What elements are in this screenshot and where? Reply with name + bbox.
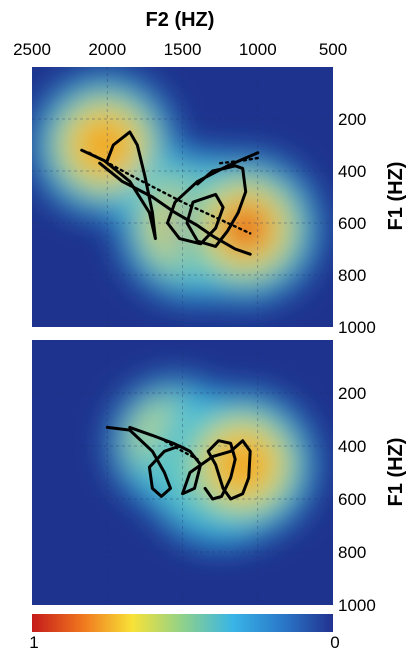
y-tick-label: 600 [338,490,366,509]
y-tick-label: 200 [338,384,366,403]
x-tick-label: 2500 [13,40,51,59]
dotted-trajectory [218,156,259,165]
bottom-heatmap-panel [32,340,333,605]
y-tick-label: 800 [338,543,366,562]
y-tick-label: 400 [338,437,366,456]
y-tick-label: 400 [338,162,366,181]
colorbar [32,614,333,632]
x-tick-label: 2000 [88,40,126,59]
x-tick-label: 1000 [239,40,277,59]
top-gridlines [32,67,333,327]
formant-trajectory [128,425,252,501]
bottom-trajectories [105,425,252,501]
colorbar-min-label: 0 [330,633,339,649]
density-blob [213,435,273,494]
density-blob [75,116,134,174]
y-tick-label: 1000 [338,596,376,615]
y-tick-label: 600 [338,214,366,233]
colorbar-max-label: 1 [29,633,38,649]
density-blob [226,209,265,248]
bottom-y-axis-title: F1 (HZ) [385,438,407,507]
top-y-axis-ticks: 200 400 600 800 1000 [338,110,376,337]
top-trajectories [80,130,260,256]
bottom-gridlines [32,340,333,605]
top-y-axis-title: F1 (HZ) [385,162,407,231]
top-heatmap-panel [32,67,333,327]
formant-trajectory [105,425,192,498]
x-axis-title: F2 (HZ) [146,9,215,31]
bottom-y-axis-ticks: 200 400 600 800 1000 [338,384,376,615]
y-tick-label: 800 [338,266,366,285]
formant-trajectory [80,130,157,241]
dotted-trajectory [87,151,252,235]
dotted-trajectory [136,428,199,461]
x-tick-label: 500 [319,40,347,59]
x-tick-label: 1500 [164,40,202,59]
formant-trajectory [166,151,260,248]
y-tick-label: 200 [338,110,366,129]
y-tick-label: 1000 [338,318,376,337]
x-axis-ticks: 2500 2000 1500 1000 500 [13,40,347,59]
formant-trajectory [98,161,252,256]
